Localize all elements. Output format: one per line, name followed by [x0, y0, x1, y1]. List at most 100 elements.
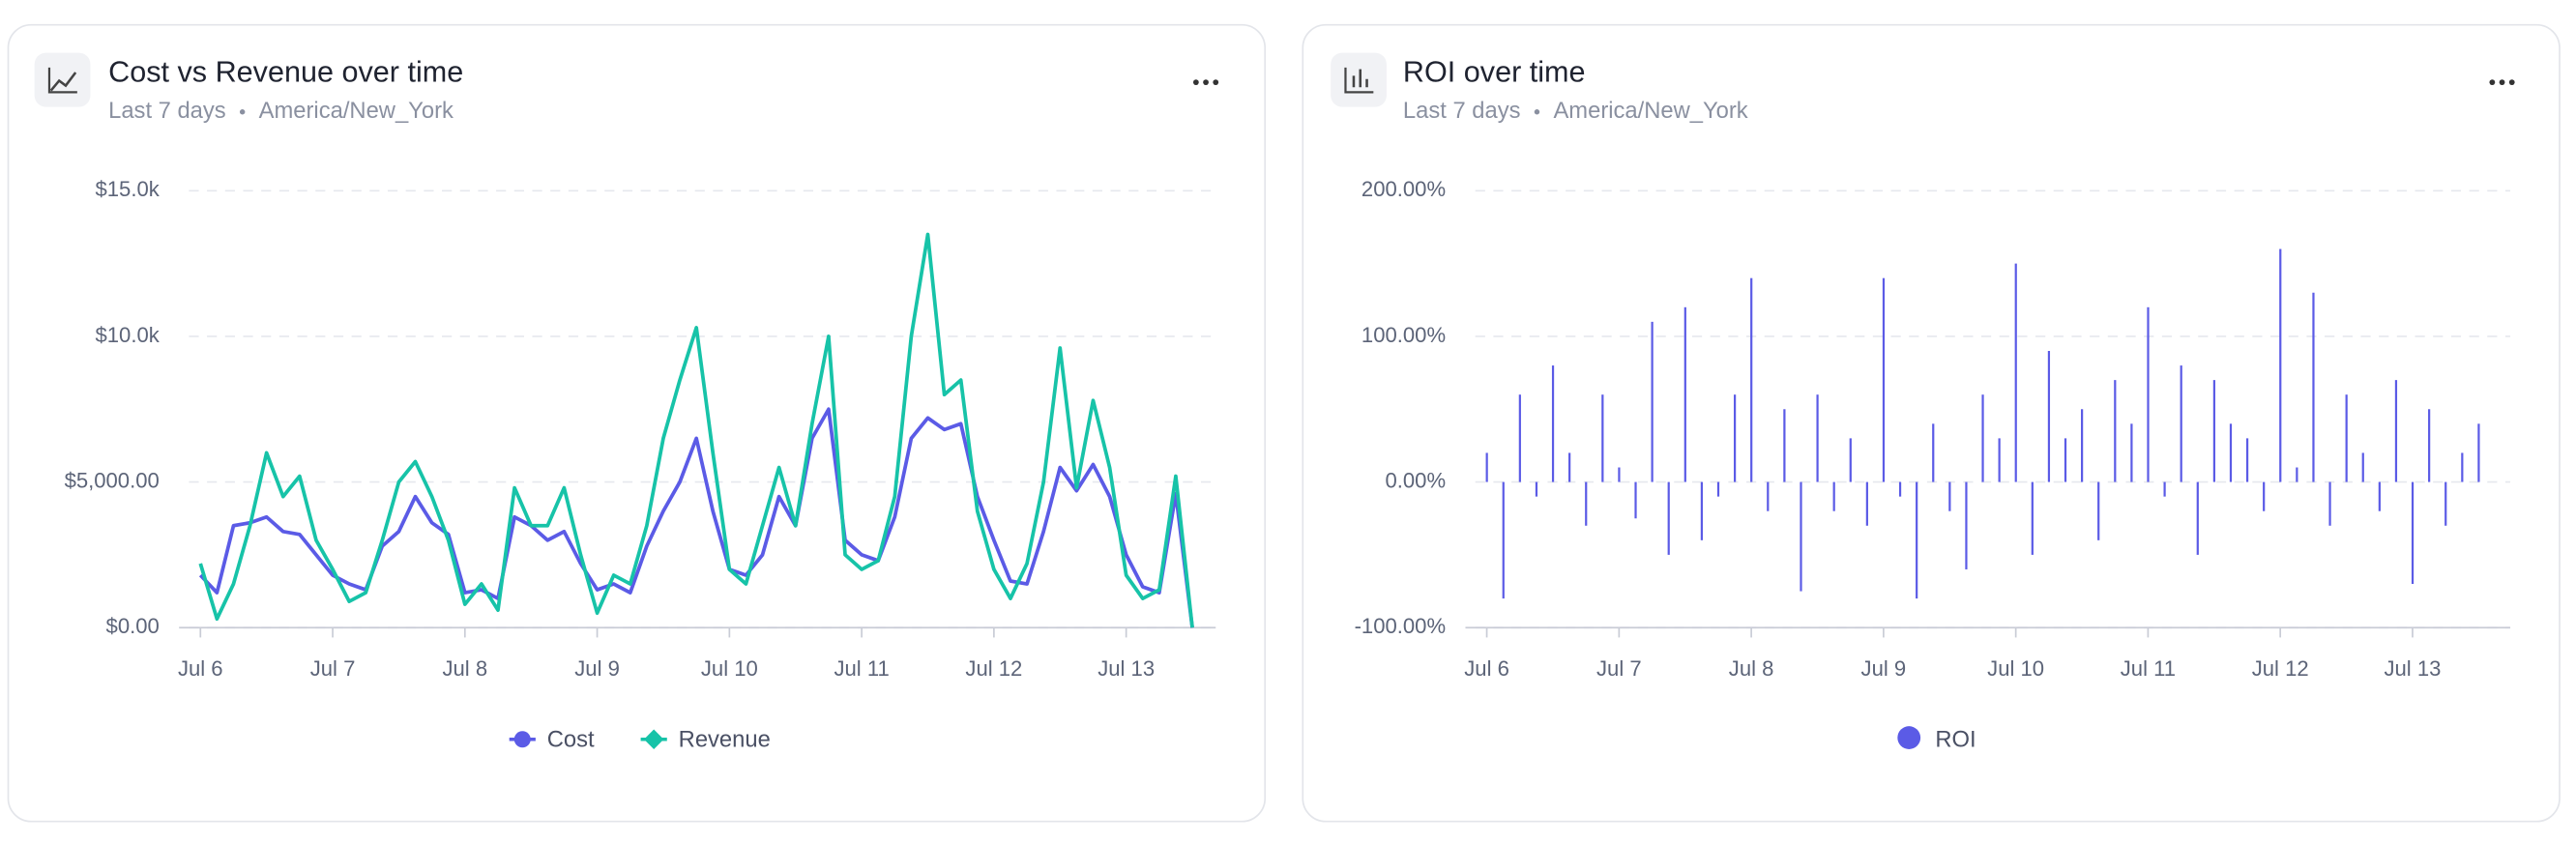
- x-tick-label: Jul 10: [1987, 656, 2044, 681]
- bar: [2428, 409, 2431, 482]
- bar: [2312, 292, 2315, 482]
- bar: [1651, 321, 1654, 482]
- x-tick-label: Jul 10: [701, 656, 758, 681]
- bar: [1849, 438, 1852, 482]
- x-tick-label: Jul 9: [574, 656, 620, 681]
- bar: [2411, 481, 2415, 585]
- bar: [1882, 277, 1886, 482]
- chart-title: ROI over time: [1403, 56, 1586, 89]
- y-tick-label: 100.00%: [1361, 323, 1446, 347]
- x-tick-label: Jul 13: [2384, 656, 2441, 681]
- subtitle: Last 7 days: [1403, 98, 1521, 124]
- more-menu[interactable]: [2489, 79, 2515, 86]
- bar: [2444, 481, 2447, 526]
- bar: [1832, 481, 1835, 511]
- bar: [2212, 380, 2215, 482]
- bar: [2461, 452, 2464, 482]
- bar: [1585, 481, 1588, 526]
- x-tick-label: Jul 9: [1861, 656, 1907, 681]
- bar: [1683, 306, 1686, 482]
- bar: [1667, 481, 1670, 555]
- more-menu[interactable]: [1192, 79, 1219, 86]
- bar: [1932, 423, 1935, 482]
- bar: [2245, 438, 2249, 482]
- bar: [1998, 438, 2001, 482]
- x-tick-label: Jul 12: [965, 656, 1022, 681]
- x-tick-label: Jul 6: [1464, 656, 1509, 681]
- bar: [1948, 481, 1951, 511]
- bar: [1502, 481, 1505, 599]
- bar: [2047, 351, 2051, 482]
- y-tick-label: $0.00: [106, 614, 160, 638]
- bar: [1485, 452, 1488, 482]
- bar: [2378, 481, 2381, 511]
- bar: [2031, 481, 2034, 555]
- legend-swatch: [1897, 726, 1921, 749]
- separator-dot: [1534, 109, 1540, 115]
- bar: [1618, 467, 1621, 482]
- separator-dot: [239, 109, 246, 115]
- subtitle: Last 7 days: [108, 98, 226, 124]
- y-tick-label: $10.0k: [96, 323, 161, 347]
- bar: [2328, 481, 2331, 526]
- x-tick-label: Jul 13: [1098, 656, 1155, 681]
- bar: [2180, 365, 2182, 482]
- chart-icon: [34, 52, 91, 107]
- x-tick-label: Jul 11: [834, 656, 889, 681]
- y-tick-label: $5,000.00: [65, 468, 160, 492]
- bar: [1767, 481, 1770, 511]
- legend-label: Cost: [547, 727, 595, 753]
- bar: [1783, 409, 1786, 482]
- bar: [2097, 481, 2100, 540]
- card: [7, 23, 1267, 823]
- chart-icon: [1331, 52, 1387, 107]
- x-tick-label: Jul 12: [2252, 656, 2309, 681]
- x-tick-label: Jul 7: [310, 656, 356, 681]
- bar: [1700, 481, 1704, 540]
- bar: [1601, 394, 1604, 482]
- y-tick-label: $15.0k: [96, 177, 161, 201]
- bar: [1800, 481, 1802, 592]
- x-tick-label: Jul 8: [442, 656, 487, 681]
- bar: [2064, 438, 2067, 482]
- legend-label: Revenue: [679, 727, 771, 753]
- bar: [2196, 481, 2199, 555]
- bar: [1981, 394, 1984, 482]
- x-tick-label: Jul 6: [178, 656, 223, 681]
- bar: [1716, 481, 1720, 497]
- bar: [2279, 248, 2282, 482]
- bar: [2014, 263, 2017, 482]
- bar: [1568, 452, 1571, 482]
- bar: [2477, 423, 2480, 482]
- bar: [1535, 481, 1538, 497]
- bar: [2147, 306, 2150, 482]
- timezone: America/New_York: [1553, 98, 1747, 124]
- x-tick-label: Jul 8: [1729, 656, 1774, 681]
- x-tick-label: Jul 11: [2121, 656, 2176, 681]
- bar: [2361, 452, 2364, 482]
- bar: [2229, 423, 2233, 482]
- y-tick-label: -100.00%: [1355, 614, 1447, 638]
- bar: [1898, 481, 1902, 497]
- bar: [2114, 380, 2117, 482]
- legend-swatch: [513, 731, 531, 748]
- bar: [1816, 394, 1819, 482]
- bar: [1916, 481, 1918, 599]
- line-series: [198, 232, 1194, 628]
- bar: [2394, 380, 2398, 482]
- bar: [2130, 423, 2133, 482]
- chart-title: Cost vs Revenue over time: [108, 56, 463, 89]
- bar: [1750, 277, 1753, 482]
- bar: [1865, 481, 1868, 526]
- bar: [2345, 394, 2348, 482]
- x-tick-label: Jul 7: [1596, 656, 1642, 681]
- bar: [2163, 481, 2166, 497]
- bar: [2263, 481, 2266, 511]
- bar: [1634, 481, 1637, 519]
- y-tick-label: 200.00%: [1361, 177, 1446, 201]
- timezone: America/New_York: [259, 98, 454, 124]
- bar: [1551, 365, 1555, 482]
- bar: [1733, 394, 1737, 482]
- y-tick-label: 0.00%: [1385, 468, 1446, 492]
